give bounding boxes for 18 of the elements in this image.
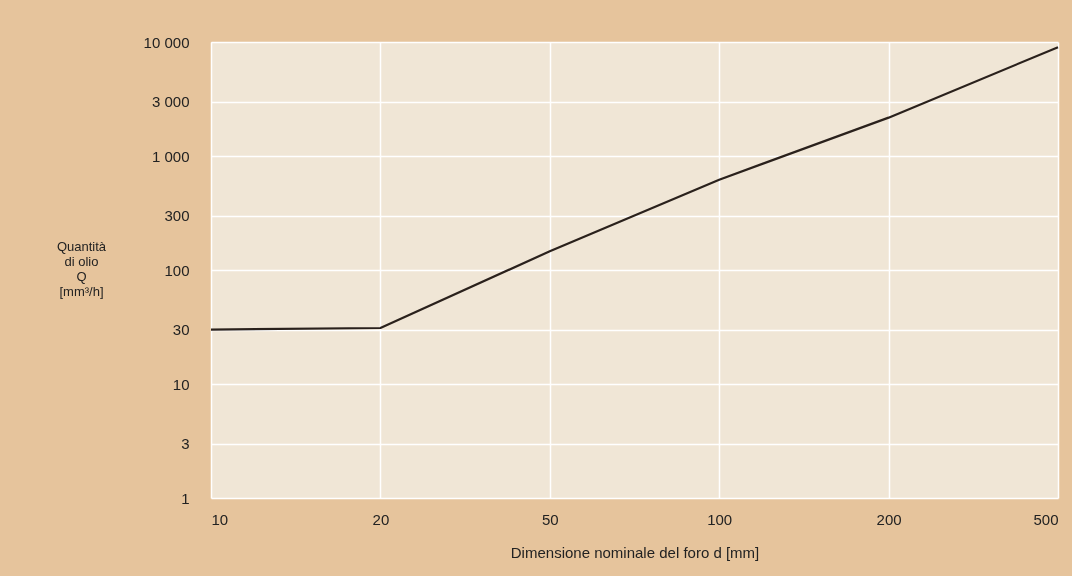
y-tick-label: 30	[172, 321, 190, 339]
y-tick-label: 1 000	[151, 147, 190, 165]
y-tick-label: 10 000	[143, 33, 190, 51]
x-tick-label: 100	[707, 510, 733, 528]
x-tick-label: 20	[372, 510, 390, 528]
y-tick-label: 300	[164, 207, 190, 225]
x-tick-label: 10	[211, 510, 229, 528]
y-tick-label: 100	[164, 261, 190, 279]
y-tick-label: 3	[181, 435, 190, 453]
y-tick-label: 10	[172, 375, 190, 393]
y-axis-title: Quantità di olio Q [mm³/h]	[56, 238, 107, 299]
x-tick-label: 200	[876, 510, 902, 528]
line-series	[209, 46, 1060, 331]
y-tick-label: 1	[181, 489, 190, 507]
x-tick-label: 50	[541, 510, 559, 528]
x-tick-label: 500	[1033, 510, 1059, 528]
y-tick-label: 3 000	[151, 93, 190, 111]
x-axis-title: Dimensione nominale del foro d [mm]	[510, 543, 760, 561]
